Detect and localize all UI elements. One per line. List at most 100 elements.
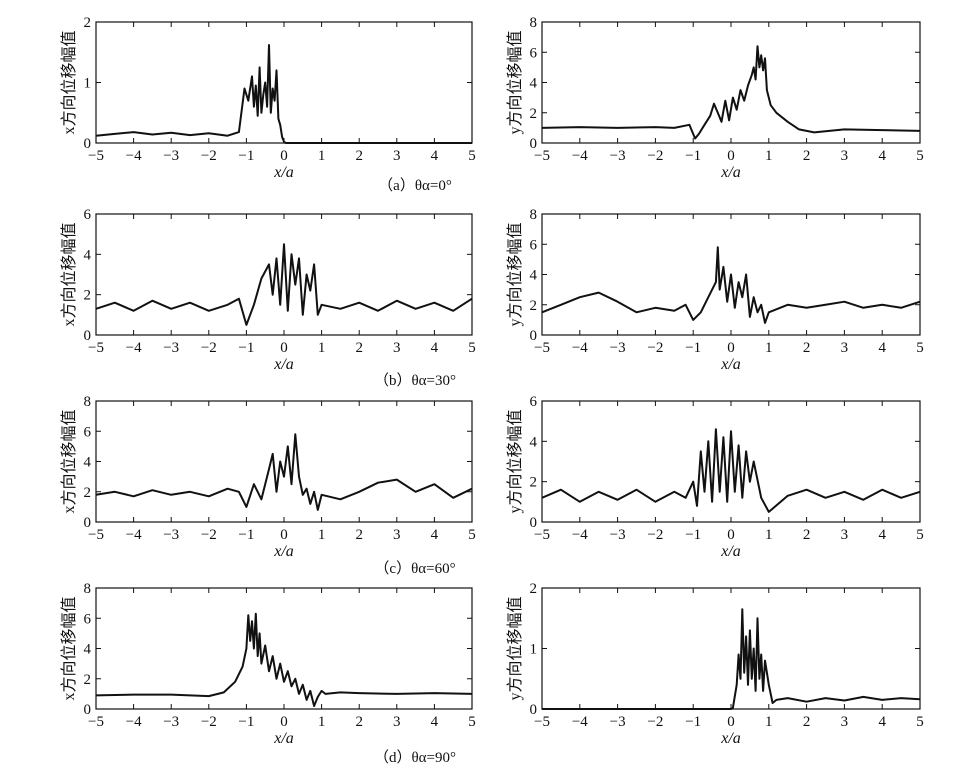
x-tick-label: 3 [393,714,401,730]
x-tick-label: −5 [88,148,104,164]
y-tick-label: 0 [84,702,92,718]
x-tick-label: 3 [393,340,401,356]
x-tick-label: 5 [916,714,924,730]
y-tick-label: 8 [530,207,538,223]
y-axis-label: x方向位移幅值 [60,30,78,134]
y-tick-label: 2 [84,672,92,688]
x-tick-label: 4 [431,148,439,164]
chart-panel-7: −5 −4 −3 −2 −1 0 1 2 3 4 5 0 2 4 6 8 x/a x方向位移幅值 [60,581,476,747]
chart-panel-8: −5 −4 −3 −2 −1 0 1 2 3 4 5 0 1 2 x/a y方向位移幅值 [506,581,924,747]
y-axis-label: y方向位移幅值 [506,596,524,700]
x-tick-label: 3 [393,527,401,543]
x-tick-label: 5 [468,527,476,543]
series-line-1 [541,246,921,324]
y-tick-label: 2 [84,485,92,501]
y-axis-label: x方向位移幅值 [60,596,78,700]
y-tick-label: 4 [84,247,92,263]
y-tick-label: 1 [84,76,92,92]
x-tick-label: 5 [916,527,924,543]
y-tick-label: 2 [530,106,538,122]
x-tick-label: 1 [765,340,773,356]
y-axis-label: y方向位移幅值 [506,409,524,513]
x-tick-label: −3 [163,714,179,730]
x-axis-label: x/a [720,356,741,373]
plot-frame [95,21,473,144]
y-tick-label: 6 [530,45,538,61]
x-tick-label: 2 [355,340,363,356]
x-tick-label: −2 [201,340,217,356]
x-tick-label: 3 [393,148,401,164]
y-axis-label: x方向位移幅值 [60,222,78,326]
y-tick-label: 6 [84,424,92,440]
y-tick-label: 4 [530,434,538,450]
x-tick-label: 5 [916,148,924,164]
chart-panel-2: −5 −4 −3 −2 −1 0 1 2 3 4 5 0 2 4 6 8 x/a y方向位移幅值 [506,15,924,181]
x-tick-label: −3 [163,148,179,164]
x-tick-label: 1 [318,527,326,543]
x-tick-label: 5 [916,340,924,356]
caption-a: （a）θα=0° [378,177,452,194]
caption-c: （c）θα=60° [374,560,455,577]
x-tick-label: −2 [647,714,663,730]
x-tick-label: −4 [572,527,588,543]
series-line-1 [95,243,473,326]
plot-frame [541,400,921,523]
y-tick-label: 1 [530,642,538,658]
x-tick-label: 0 [727,148,735,164]
x-tick-label: −5 [88,340,104,356]
plot-frame [95,587,473,710]
x-tick-label: 0 [280,527,288,543]
y-tick-label: 0 [530,328,538,344]
x-tick-label: 0 [280,148,288,164]
x-tick-label: −5 [534,340,550,356]
x-tick-label: −2 [201,714,217,730]
x-tick-label: −3 [163,527,179,543]
x-tick-label: −2 [647,148,663,164]
x-tick-label: 1 [765,714,773,730]
x-axis-label: x/a [273,543,294,560]
x-tick-label: 2 [355,527,363,543]
x-tick-label: 0 [727,340,735,356]
x-tick-label: −1 [685,714,701,730]
x-tick-label: −2 [647,340,663,356]
series-line-1 [542,608,921,710]
x-tick-label: −4 [126,148,142,164]
x-tick-label: 1 [765,148,773,164]
y-tick-label: 6 [84,611,92,627]
x-tick-label: 5 [468,148,476,164]
x-tick-label: 5 [468,714,476,730]
series-line-1 [95,44,472,144]
plot-frame [541,587,921,710]
y-tick-label: 4 [530,76,538,92]
y-axis-label: y方向位移幅值 [506,222,524,326]
y-tick-label: 0 [530,702,538,718]
x-axis-label: x/a [720,164,741,181]
x-tick-label: 4 [878,527,886,543]
y-tick-label: 4 [84,642,92,658]
y-tick-label: 8 [84,394,92,410]
x-tick-label: −1 [685,148,701,164]
y-tick-label: 0 [84,136,92,152]
x-tick-label: 0 [280,714,288,730]
x-tick-label: 4 [878,148,886,164]
x-tick-label: 1 [765,527,773,543]
x-tick-label: −2 [201,148,217,164]
y-tick-label: 0 [530,515,538,531]
x-tick-label: 3 [841,527,849,543]
x-tick-label: 1 [318,148,326,164]
y-tick-label: 2 [530,298,538,314]
y-tick-label: 4 [84,455,92,471]
x-tick-label: −1 [685,527,701,543]
x-tick-label: −4 [126,340,142,356]
y-tick-label: 6 [530,237,538,253]
x-tick-label: −5 [534,714,550,730]
x-tick-label: 0 [727,527,735,543]
x-tick-label: 2 [355,714,363,730]
series-line-1 [541,45,921,140]
y-axis-label: x方向位移幅值 [60,409,78,513]
series-line-1 [95,612,473,707]
x-tick-label: −4 [572,340,588,356]
x-tick-label: 0 [280,340,288,356]
plot-frame [95,400,473,523]
